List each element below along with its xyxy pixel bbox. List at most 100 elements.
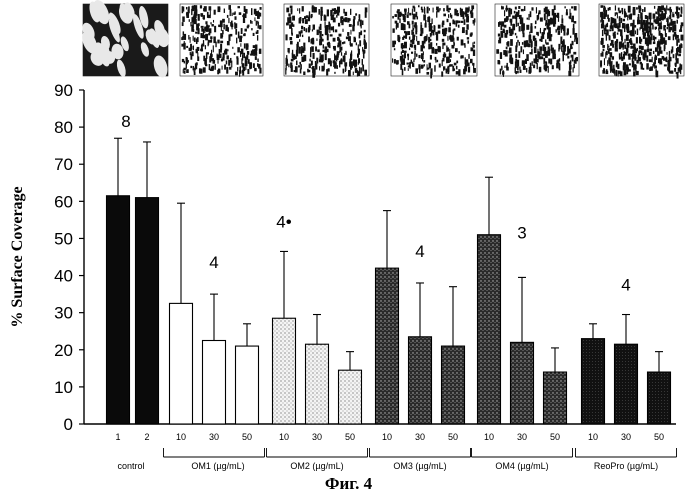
micrograph-speck [226,14,229,18]
micrograph-speck [222,18,225,23]
micrograph-speck [300,49,303,57]
micrograph-speck [669,15,672,20]
micrograph-speck [628,53,631,60]
micrograph-speck [402,58,405,65]
micrograph-speck [673,24,677,32]
micrograph-speck [397,9,400,12]
micrograph-speck [194,7,197,11]
micrograph-speck [680,27,682,30]
micrograph-speck [206,52,210,55]
micrograph-speck [363,50,366,53]
micrograph-speck [470,9,473,16]
micrograph-speck [404,31,407,34]
micrograph-speck [345,36,349,40]
micrograph-speck [199,68,203,74]
micrograph-speck [663,25,666,28]
micrograph-speck [505,46,508,50]
micrograph-speck [624,8,626,13]
micrograph-speck [561,18,564,24]
micrograph-speck [358,34,361,39]
micrograph-speck [675,53,678,61]
micrograph-speck [557,30,561,35]
micrograph-cell [119,3,131,21]
micrograph-speck [406,14,409,18]
micrograph-speck [659,50,663,54]
micrograph-speck [627,15,629,21]
micrograph-speck [246,51,250,55]
micrograph-speck [608,49,610,54]
micrograph-speck [239,36,243,40]
micrograph-speck [344,62,348,67]
micrograph-speck [209,68,212,71]
micrograph-speck [658,27,660,31]
micrograph-speck [534,40,538,47]
micrograph-speck [430,42,433,49]
micrograph-speck [340,16,343,23]
micrograph-speck [464,44,466,48]
micrograph-speck [332,46,336,49]
micrograph-speck [437,24,441,29]
micrograph-speck [420,24,423,32]
micrograph-speck [565,53,569,56]
micrograph-speck [244,13,247,19]
micrograph-speck [669,22,673,26]
micrograph-speck [290,58,294,62]
micrograph-speck [610,17,613,24]
micrograph-speck [546,13,549,17]
micrograph-speck [508,7,511,14]
group-label: OM3 (µg/mL) [393,461,446,471]
micrograph-speck [435,43,438,46]
micrograph-speck [201,43,205,47]
micrograph-speck [320,14,323,21]
micrograph-speck [528,35,532,41]
micrograph-speck [399,36,401,39]
micrograph-speck [202,34,206,39]
micrograph-speck [548,31,551,39]
micrograph-speck [206,11,209,18]
micrograph-speck [445,69,448,72]
micrograph-speck [659,61,663,65]
micrograph-speck [501,65,503,71]
micrograph-speck [423,64,425,67]
micrograph-speck [318,26,320,34]
micrograph-speck [520,8,524,12]
micrograph-speck [181,58,185,63]
micrograph-speck [197,56,200,62]
micrograph-speck [660,14,662,20]
micrograph-speck [603,24,605,31]
micrograph-speck [229,66,232,70]
micrograph-speck [558,48,560,52]
micrograph-speck [516,35,518,39]
micrograph-speck [627,48,629,54]
micrograph-speck [558,58,561,62]
micrograph-speck [420,27,424,34]
micrograph-speck [672,27,674,32]
micrograph-speck [320,23,322,31]
micrograph-speck [529,52,533,55]
micrograph-cell [116,59,126,77]
micrograph-speck [498,21,502,25]
micrograph-speck [401,68,404,76]
micrograph-speck [622,42,625,46]
micrograph-speck [677,14,679,19]
micrograph-speck [679,46,682,54]
micrograph-speck [232,46,234,49]
micrograph-speck [413,34,416,37]
micrograph-speck [620,17,623,24]
micrograph-speck [523,63,525,66]
micrograph-speck [611,25,614,32]
micrograph-speck [449,22,451,27]
micrograph-speck [636,28,639,36]
micrograph-speck [220,33,223,39]
micrograph-speck [432,7,434,13]
micrograph-speck [642,27,645,35]
micrograph-speck [609,29,612,32]
micrograph-speck [323,14,326,18]
micrograph-speck [536,31,539,35]
micrograph-speck [429,23,432,29]
micrograph-speck [363,38,366,42]
micrograph-speck [622,18,626,22]
bar [646,371,672,425]
micrograph-speck [646,55,649,62]
micrograph-speck [411,8,413,15]
